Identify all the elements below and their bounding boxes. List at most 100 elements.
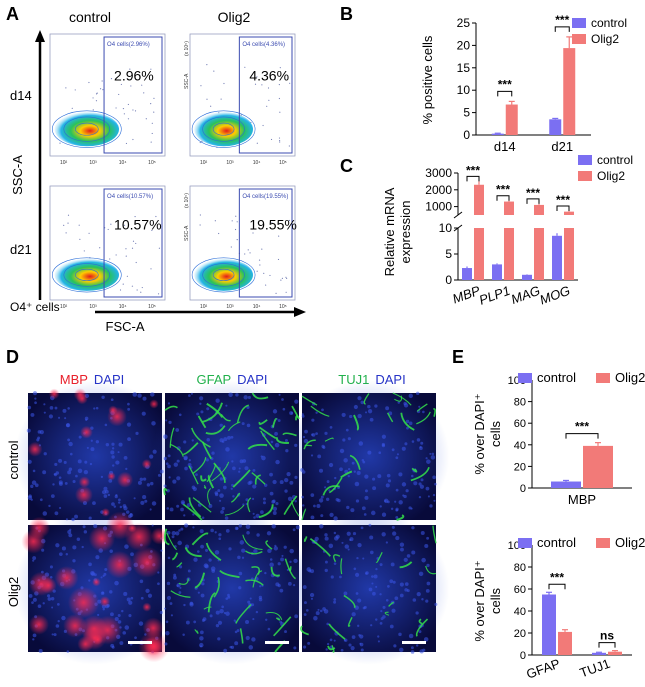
dapi-nucleus	[78, 435, 82, 439]
dapi-nucleus	[111, 502, 115, 506]
y-tick-label: 5	[463, 106, 470, 120]
fiber-signal	[170, 590, 191, 598]
dapi-nucleus	[172, 479, 177, 484]
fiber-signal	[258, 426, 277, 440]
flow-event-dot	[134, 110, 137, 112]
dapi-nucleus	[149, 508, 152, 511]
dapi-nucleus	[403, 557, 408, 563]
flow-tick-label: 10²	[60, 304, 68, 310]
dapi-nucleus	[86, 446, 89, 449]
dapi-nucleus	[72, 559, 76, 563]
dapi-nucleus	[411, 550, 416, 555]
dapi-nucleus	[196, 412, 200, 416]
legend-label-olig2: Olig2	[615, 370, 645, 385]
dapi-nucleus	[355, 592, 359, 595]
significance-label: ***	[555, 13, 569, 27]
dapi-nucleus	[381, 434, 386, 439]
legend-label-olig2: Olig2	[615, 535, 645, 550]
flow-event-dot	[157, 293, 160, 295]
flow-contour-line	[52, 110, 122, 148]
dapi-nucleus	[272, 511, 277, 515]
y-tick-label: 20	[457, 38, 471, 52]
y-tick-label: 0	[520, 650, 526, 662]
flow-tick-label: 10⁵	[148, 304, 156, 310]
fiber-signal	[309, 537, 331, 557]
bar-control-mog	[552, 235, 562, 280]
fiber-signal	[247, 497, 252, 513]
flow-event-dot	[135, 261, 137, 264]
dapi-nucleus	[282, 407, 286, 411]
dapi-nucleus	[399, 647, 404, 653]
dapi-nucleus	[400, 547, 404, 552]
dapi-nucleus	[238, 524, 242, 528]
dapi-nucleus	[223, 437, 228, 442]
bar-olig2-tuj1	[608, 651, 622, 655]
fiber-signal	[252, 570, 263, 588]
dapi-nucleus	[184, 523, 189, 528]
dapi-nucleus	[67, 470, 72, 475]
significance-bracket	[466, 175, 480, 182]
dapi-nucleus	[39, 498, 43, 502]
dapi-nucleus	[335, 534, 340, 539]
dapi-nucleus	[125, 510, 130, 514]
fiber-signal	[327, 645, 336, 651]
dapi-nucleus	[150, 392, 155, 397]
flow-event-dot	[115, 254, 117, 256]
fiber-signal	[206, 463, 217, 483]
flow-gate	[238, 188, 293, 298]
dapi-nucleus	[421, 598, 424, 601]
dapi-nucleus	[167, 464, 171, 469]
dapi-nucleus	[265, 618, 268, 621]
dapi-nucleus	[405, 489, 409, 493]
dapi-nucleus	[177, 540, 182, 546]
fiber-signal	[388, 601, 394, 607]
flow-contour-line	[75, 268, 99, 281]
dapi-haze	[288, 380, 450, 533]
x-tick-label: d21	[551, 139, 573, 154]
fiber-signal	[163, 487, 168, 496]
dapi-nucleus	[408, 506, 412, 510]
dapi-nucleus	[361, 506, 366, 511]
dapi-nucleus	[114, 495, 118, 499]
dapi-nucleus	[394, 500, 397, 503]
dapi-nucleus	[43, 452, 47, 456]
flow-event-dot	[99, 247, 101, 249]
fiber-signal	[251, 392, 269, 400]
flow-event-dot	[244, 253, 246, 255]
dapi-nucleus	[304, 429, 308, 434]
fiber-signal	[192, 497, 212, 513]
dapi-nucleus	[75, 474, 78, 478]
fiber-signal	[172, 552, 179, 561]
dapi-nucleus	[357, 396, 362, 401]
dapi-nucleus	[111, 464, 115, 467]
dapi-nucleus	[55, 471, 59, 475]
dapi-nucleus	[357, 598, 362, 603]
flow-event-dot	[199, 141, 201, 144]
dapi-nucleus	[252, 618, 255, 621]
dapi-nucleus	[243, 395, 248, 400]
dapi-nucleus	[287, 496, 293, 501]
dapi-nucleus	[57, 619, 60, 623]
dapi-nucleus	[392, 531, 397, 536]
dapi-nucleus	[253, 548, 258, 554]
flow-event-dot	[288, 219, 291, 222]
flow-contour-line	[212, 122, 235, 136]
dapi-nucleus	[328, 462, 334, 468]
flow-event-dot	[281, 277, 284, 279]
bar-control-plp1	[492, 264, 502, 280]
dapi-nucleus	[183, 514, 186, 517]
dapi-nucleus	[30, 484, 34, 488]
flow-event-dot	[261, 248, 263, 250]
dapi-nucleus	[341, 541, 344, 544]
dapi-nucleus	[330, 575, 334, 579]
dapi-nucleus	[321, 444, 325, 449]
flow-event-dot	[95, 93, 98, 95]
significance-bracket	[598, 642, 616, 648]
dapi-nucleus	[103, 486, 108, 491]
dapi-nucleus	[227, 595, 231, 599]
dapi-nucleus	[90, 447, 95, 452]
y-tick-label: 10	[457, 83, 471, 97]
dapi-nucleus	[273, 546, 279, 551]
dapi-nucleus	[281, 554, 284, 557]
dapi-nucleus	[272, 506, 278, 511]
